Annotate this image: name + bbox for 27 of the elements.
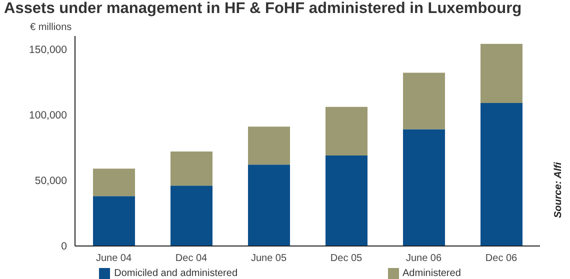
y-tick-label: 50,000: [34, 175, 68, 188]
bar: [93, 168, 135, 196]
bar: [248, 126, 290, 165]
bar: [403, 129, 445, 246]
x-tick-label: Dec 04: [175, 253, 208, 264]
bar: [248, 164, 290, 246]
x-tick-label: June 05: [250, 253, 287, 264]
x-tick-label: Dec 06: [485, 253, 518, 264]
x-tick-label: June 06: [406, 253, 442, 264]
bar: [326, 106, 368, 156]
chart-title: Assets under management in HF & FoHF administered in Luxembourg: [4, 0, 522, 18]
bar: [403, 72, 445, 130]
bar: [480, 44, 522, 103]
source-note: Source: Alfi: [553, 162, 564, 218]
x-tick-label: June 04: [96, 253, 132, 264]
y-tick-label: 100,000: [29, 109, 68, 122]
bar: [93, 196, 135, 246]
bar: [480, 102, 522, 246]
legend-label: Administered: [402, 268, 461, 279]
y-tick-label: 150,000: [29, 44, 68, 56]
bar: [170, 152, 212, 186]
bar: [326, 155, 368, 246]
x-tick-label: Dec 05: [330, 253, 363, 264]
bar: [170, 186, 212, 246]
y-tick-label: 0: [61, 240, 68, 253]
y-axis-title: € millions: [30, 22, 72, 33]
legend-label: Domiciled and administered: [113, 268, 238, 279]
